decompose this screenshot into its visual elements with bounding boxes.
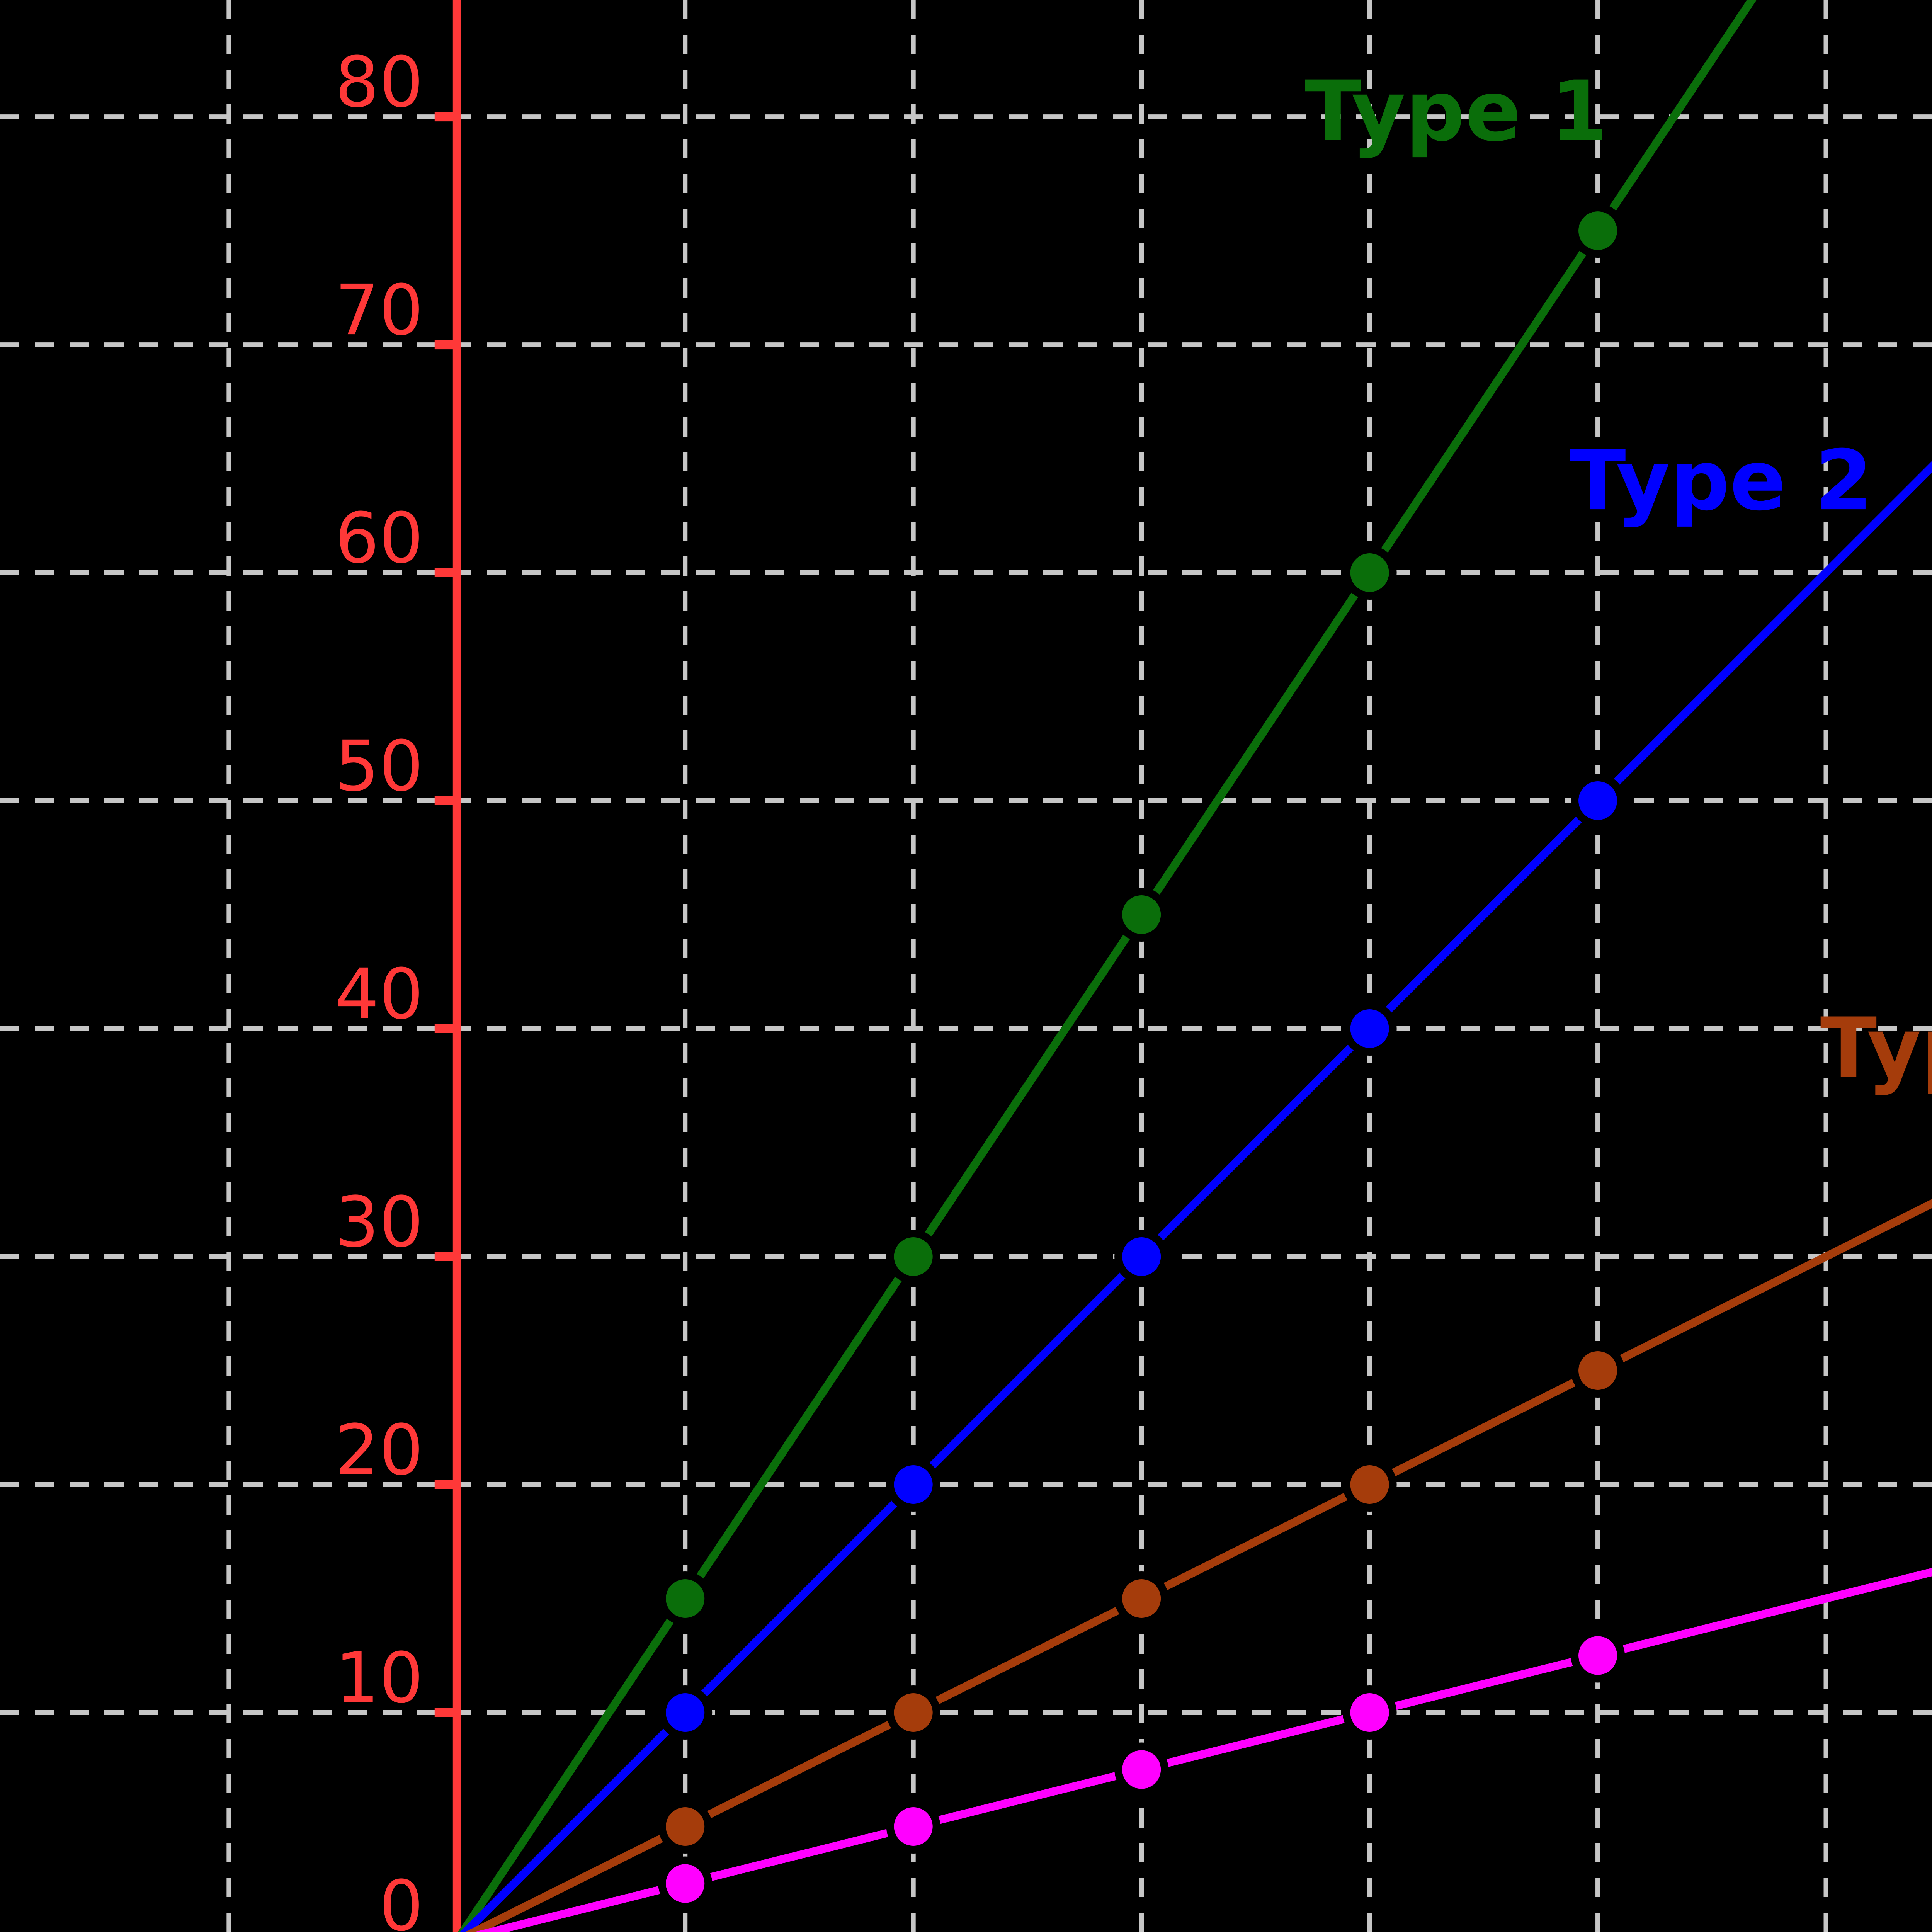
y-tick-label: 0 (379, 1866, 423, 1932)
series-point-1 (1114, 888, 1169, 942)
y-tick-label: 30 (335, 1182, 423, 1263)
y-tick-label: 40 (335, 954, 423, 1035)
series-line-4 (474, 1568, 1932, 1932)
y-tick-label: 50 (335, 726, 423, 807)
series-label-2: Type 2 (1569, 432, 1872, 529)
y-tick-label: 10 (335, 1638, 423, 1719)
series-point-2 (1571, 774, 1625, 828)
series-point-4 (1114, 1742, 1169, 1797)
series-point-2 (1342, 1002, 1397, 1056)
series-point-2 (886, 1458, 940, 1512)
series-point-layer (658, 204, 1625, 1911)
series-point-4 (886, 1799, 940, 1854)
y-tick-label: 20 (335, 1410, 423, 1491)
series-point-1 (1342, 546, 1397, 600)
series-point-4 (1571, 1628, 1625, 1683)
series-point-2 (658, 1685, 713, 1740)
series-point-4 (1342, 1685, 1397, 1740)
y-tick-label: 60 (335, 498, 423, 579)
series-label-3: Type 3 (1820, 1000, 1932, 1097)
series-label-1: Type 1 (1304, 63, 1608, 160)
series-point-1 (886, 1230, 940, 1284)
series-point-1 (1571, 204, 1625, 258)
y-tick-label: 70 (335, 270, 423, 351)
series-point-3 (886, 1685, 940, 1740)
series-line-3 (465, 1199, 1932, 1932)
series-point-3 (1114, 1571, 1169, 1626)
tick-label-layer: -505101520253035404501020304050607080 (335, 42, 423, 1932)
series-point-1 (658, 1571, 713, 1626)
series-point-4 (658, 1856, 713, 1911)
series-point-2 (1114, 1230, 1169, 1284)
series-point-3 (658, 1799, 713, 1854)
y-tick-label: 80 (335, 42, 423, 123)
series-point-3 (1571, 1344, 1625, 1398)
series-point-3 (1342, 1458, 1397, 1512)
